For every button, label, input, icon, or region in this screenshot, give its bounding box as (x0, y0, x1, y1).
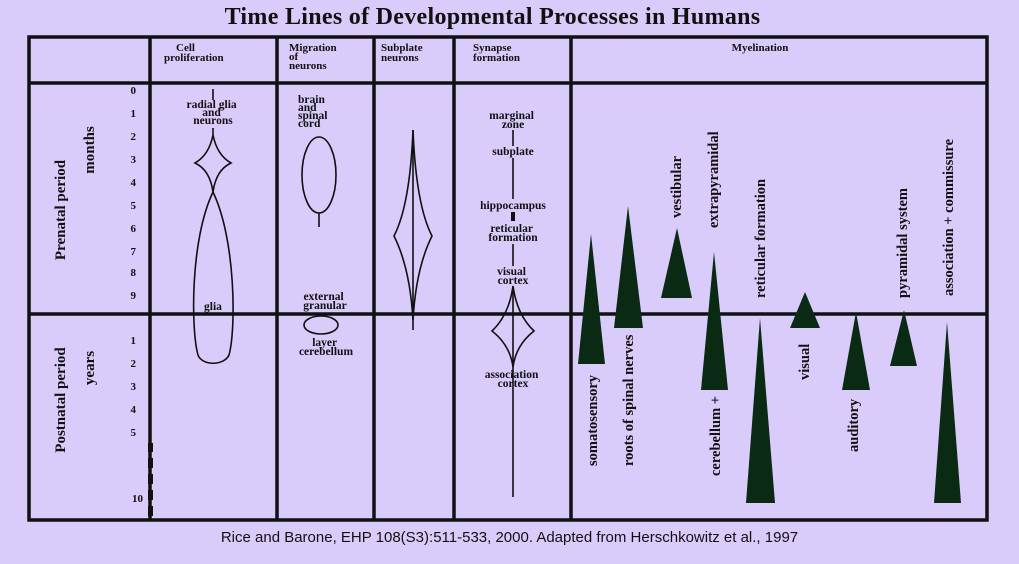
column-headers: Cell proliferation Migration of neurons … (164, 42, 788, 72)
subplate-label: subplate (492, 146, 534, 158)
visual-cortex-label: visual cortex (497, 266, 529, 287)
prenatal-period-label: Prenatal period (53, 159, 69, 260)
association-wedge (934, 322, 961, 503)
visual-label: visual (797, 344, 813, 380)
header-cell-proliferation: Cell proliferation (164, 42, 224, 64)
tick-month: 8 (131, 267, 137, 279)
vestibular-label: vestibular (669, 155, 685, 218)
layer-cerebellum-label: layer cerebellum (299, 337, 353, 358)
reticular-formation-label: reticular formation (488, 223, 538, 244)
myelination-wedges (578, 206, 961, 503)
tick-month: 0 (131, 85, 137, 97)
period-labels: Prenatal period months Postnatal period … (53, 126, 98, 453)
tick-year: 4 (131, 404, 137, 416)
tick-month: 3 (131, 154, 137, 166)
glia-label: glia (204, 301, 222, 313)
figure-title: Time Lines of Developmental Processes in… (224, 4, 761, 30)
tick-month: 9 (131, 290, 137, 302)
tick-month: 5 (131, 200, 137, 212)
header-synapse: Synapse formation (473, 42, 520, 64)
auditory-wedge (842, 312, 870, 390)
pyramidal-wedge (890, 310, 917, 366)
synapse-labels: marginal zone subplate hippocampus retic… (480, 110, 546, 390)
tick-year: 10 (132, 493, 144, 505)
cell-proliferation-shapes (192, 89, 234, 365)
reticular-formation-label: reticular formation (753, 179, 769, 298)
subplate-shapes (393, 129, 433, 330)
synapse-shapes (490, 130, 536, 497)
tick-month: 6 (131, 223, 137, 235)
axis-break-mark (148, 458, 153, 468)
tick-year: 5 (131, 427, 137, 439)
roots-wedge (614, 206, 643, 328)
somatosensory-label: somatosensory (585, 374, 601, 466)
association-label: association + commissure (941, 138, 957, 296)
subplate-spindle (393, 129, 433, 321)
cerebellum-oval (303, 315, 339, 335)
time-ticks: 0 1 2 3 4 5 6 7 8 9 1 2 3 4 5 10 (131, 85, 144, 505)
reticular-wedge (746, 318, 775, 503)
brain-spinal-label: brain and spinal cord (298, 94, 330, 130)
axis-break-mark (148, 474, 153, 484)
cell-proliferation-labels: radial glia and neurons glia (186, 99, 239, 313)
somatosensory-wedge (578, 234, 605, 364)
hippocampus-label: hippocampus (480, 200, 546, 212)
table-grid (27, 35, 989, 522)
axis-break-mark (148, 490, 153, 500)
association-cortex-label: association cortex (485, 369, 542, 390)
migration-shapes (301, 136, 339, 335)
postnatal-period-label: Postnatal period (53, 347, 69, 453)
hippocampus-mark (511, 212, 515, 221)
brain-spinal-oval (301, 136, 337, 214)
tick-year: 3 (131, 381, 137, 393)
tick-year: 2 (131, 358, 137, 370)
tick-month: 4 (131, 177, 137, 189)
external-granular-label: external granular (303, 291, 346, 312)
tick-month: 1 (131, 108, 137, 120)
myelination-labels: somatosensory roots of spinal nerves ves… (585, 131, 957, 476)
header-myelination: Myelination (732, 42, 789, 54)
tick-month: 7 (131, 246, 137, 258)
radial-glia-spindle (193, 134, 233, 193)
tick-month: 2 (131, 131, 137, 143)
source-caption: Rice and Barone, EHP 108(S3):511-533, 20… (220, 529, 799, 546)
extrapyramidal-wedge (701, 252, 728, 390)
extrapyramidal-label: extrapyramidal (706, 131, 722, 228)
vestibular-wedge (661, 228, 692, 298)
glia-spindle (192, 190, 234, 365)
radial-glia-label: radial glia and neurons (186, 99, 239, 127)
postnatal-unit-label: years (82, 351, 98, 385)
header-subplate: Subplate neurons (381, 42, 425, 64)
cerebellum-label: cerebellum + (708, 396, 724, 476)
auditory-label: auditory (846, 398, 862, 452)
header-migration: Migration of neurons (289, 42, 339, 72)
axis-break-mark (148, 506, 153, 516)
marginal-zone-label: marginal zone (489, 110, 537, 131)
roots-label: roots of spinal nerves (621, 334, 637, 466)
tick-year: 1 (131, 335, 137, 347)
migration-labels: brain and spinal cord external granular … (298, 94, 353, 358)
visual-cortex-spindle (490, 285, 536, 368)
prenatal-unit-label: months (82, 126, 98, 174)
axis-break-marks (148, 443, 153, 516)
visual-wedge (790, 292, 820, 328)
table-frame (27, 35, 989, 522)
pyramidal-label: pyramidal system (895, 188, 911, 298)
axis-break-mark (148, 443, 153, 452)
